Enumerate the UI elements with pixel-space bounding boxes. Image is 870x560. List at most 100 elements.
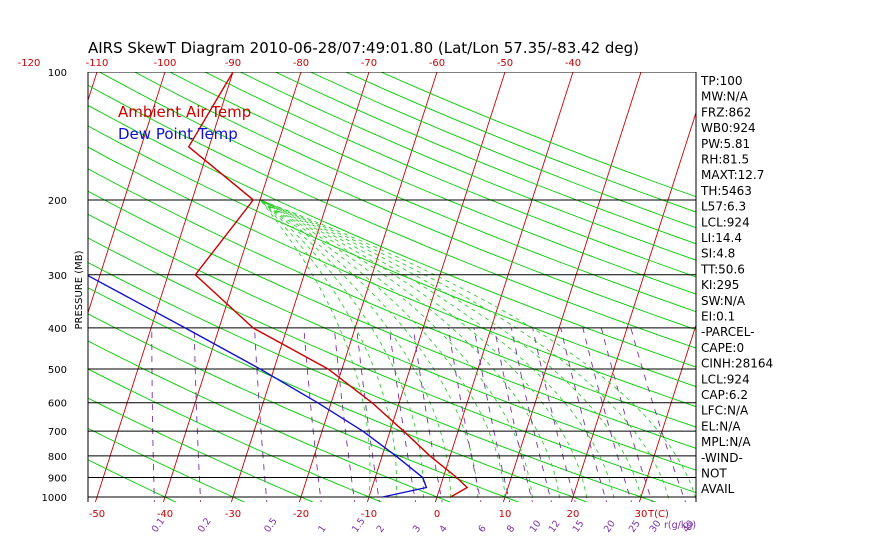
index-entry: WB0:924 (701, 121, 756, 135)
index-entry: MAXT:12.7 (701, 168, 764, 182)
mixing-ratio-tick-label: 10 (528, 519, 544, 535)
index-entry: EI:0.1 (701, 310, 735, 324)
pressure-tick-label: 700 (48, 427, 67, 438)
mixing-ratio-tick-label: 1 (316, 523, 328, 534)
mixing-ratio-line (356, 327, 380, 502)
index-entry: RH:81.5 (701, 153, 749, 167)
isotherm-line (366, 72, 506, 502)
mixing-ratio-line (388, 327, 416, 502)
mixing-ratio-line (333, 327, 356, 502)
pressure-tick-label: 100 (48, 68, 67, 79)
top-temp-tick-label: -90 (225, 58, 241, 69)
legend: Ambient Air Temp Dew Point Temp (118, 103, 251, 143)
dry-adiabat-line (88, 104, 696, 368)
index-entry: EL:N/A (701, 419, 741, 433)
index-entry: CINH:28164 (701, 357, 773, 371)
chart-title: AIRS SkewT Diagram 2010-06-28/07:49:01.8… (88, 39, 639, 57)
mixing-ratio-tick-label: 2 (375, 523, 387, 534)
pressure-tick-label: 600 (48, 399, 67, 410)
top-temp-tick-label: -80 (293, 58, 309, 69)
pressure-tick-label: 400 (48, 324, 67, 335)
pressure-tick-label: 200 (48, 196, 67, 207)
dry-adiabat-line (88, 125, 696, 388)
mixing-ratio-line (630, 327, 686, 502)
bottom-temp-tick-label: -20 (293, 509, 309, 520)
moist-adiabat-line (259, 199, 371, 502)
moist-adiabat-line (259, 199, 670, 502)
index-entry: CAPE:0 (701, 341, 744, 355)
top-temp-tick-label: -40 (565, 58, 581, 69)
index-entry: TT:50.6 (700, 262, 745, 276)
mixing-ratio-tick-label: 8 (505, 523, 517, 534)
moist-adiabat-line (259, 199, 616, 502)
pressure-tick-label: 900 (48, 474, 67, 485)
bottom-temp-tick-label: -40 (157, 509, 173, 520)
top-temp-tick-label: -110 (86, 58, 109, 69)
isotherm-line (162, 72, 302, 502)
mixing-ratio-tick-label: 0.2 (196, 516, 214, 535)
dry-adiabat-line (310, 72, 696, 229)
mixing-ratio-line (254, 327, 268, 502)
pressure-tick-label: 500 (48, 365, 67, 376)
mixing-ratio-line (412, 327, 443, 502)
index-entry: -WIND- (701, 451, 743, 465)
dry-adiabat-line (169, 72, 696, 295)
isotherm-line (842, 63, 870, 506)
dry-adiabat-line (88, 213, 696, 471)
dry-adiabat-line (88, 459, 177, 502)
top-temp-tick-label: -60 (429, 58, 445, 69)
moist-adiabat-line (259, 199, 534, 502)
bottom-temp-tick-label: 30 (635, 509, 648, 520)
isotherm-line (570, 111, 696, 502)
bottom-temp-tick-label: -30 (225, 509, 241, 520)
mixing-ratio-tick-label: 20 (602, 519, 618, 535)
mixing-ratio-tick-label: 12 (547, 519, 563, 535)
mixing-ratio-tick-label: 25 (627, 519, 643, 535)
isotherm-line (774, 63, 870, 506)
top-temp-tick-label: -50 (497, 58, 513, 69)
index-entry: SW:N/A (701, 294, 746, 308)
mixing-ratio-line (493, 327, 533, 502)
dry-adiabat-line (204, 72, 696, 278)
legend-dew-point-temp: Dew Point Temp (118, 125, 238, 143)
index-entry: TP:100 (700, 74, 743, 88)
dry-adiabat-line (88, 427, 246, 502)
isotherm-line (638, 323, 696, 502)
mixing-ratio-line (560, 327, 608, 502)
dry-adiabat-line (134, 72, 696, 313)
moist-adiabat-line (259, 199, 424, 502)
index-entry: FRZ:862 (701, 105, 751, 119)
bottom-temp-tick-label: -10 (361, 509, 377, 520)
index-entry: KI:295 (701, 278, 739, 292)
isotherm-line (230, 72, 370, 502)
index-entry: MW:N/A (701, 90, 749, 104)
mixing-ratio-line (151, 327, 155, 502)
moist-adiabat-line (259, 199, 696, 501)
mixing-ratio-line (447, 327, 482, 502)
dew-point-temp-line (88, 274, 428, 498)
index-entry: LCL:924 (701, 215, 750, 229)
index-entry: LFC:N/A (701, 404, 749, 418)
dry-adiabat-line (88, 313, 520, 502)
isotherm-line (88, 72, 166, 315)
dry-adiabat-line (88, 397, 314, 502)
ambient-air-temp-line (187, 72, 469, 498)
pressure-tick-label: 1000 (42, 493, 67, 504)
y-axis-label: PRESSURE (MB) (74, 250, 85, 329)
moist-adiabat-line (259, 199, 479, 502)
moist-adiabat-line (259, 199, 452, 502)
dry-adiabat-line (239, 72, 696, 261)
isotherm-line (94, 72, 234, 502)
mixing-ratio-tick-label: 30 (648, 519, 664, 535)
index-entry: SI:4.8 (701, 247, 735, 261)
dry-adiabat-line (99, 72, 696, 331)
bottom-temp-tick-label: 20 (567, 509, 580, 520)
index-entry: LI:14.4 (701, 231, 742, 245)
plot-area (88, 63, 870, 506)
index-entry: NOT (701, 467, 727, 481)
index-entry: MPL:N/A (701, 435, 751, 449)
index-entry: CAP:6.2 (701, 388, 748, 402)
mixing-ratio-unit-label: r(g/kg) (664, 520, 696, 531)
dry-adiabat-line (380, 72, 696, 198)
